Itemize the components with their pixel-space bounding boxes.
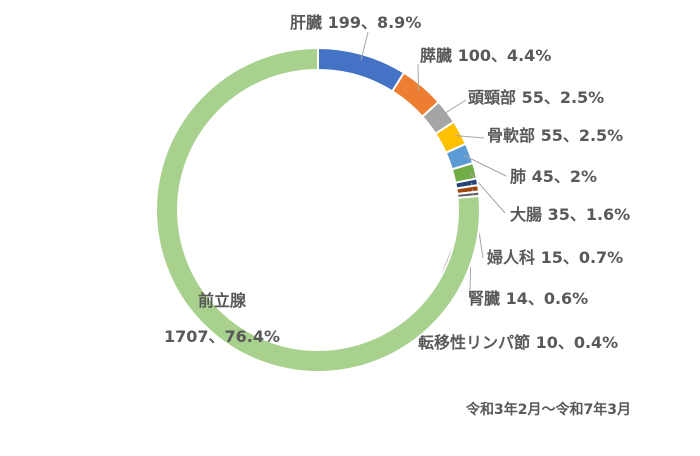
data-label: 頭頸部 55、2.5%: [468, 88, 604, 107]
data-label: 大腸 35、1.6%: [510, 205, 630, 224]
note: 令和3年2月～令和7年3月: [465, 401, 631, 418]
data-label: 1707、76.4%: [164, 327, 280, 346]
data-label: 骨軟部 55、2.5%: [487, 126, 623, 145]
data-label: 肺 45、2%: [510, 167, 597, 186]
data-label: 前立腺: [198, 291, 247, 310]
data-label: 肝臓 199、8.9%: [290, 13, 421, 32]
data-label: 腎臓 14、0.6%: [468, 289, 588, 308]
data-label: 転移性リンパ節 10、0.4%: [418, 333, 618, 352]
data-label: 膵臓 100、4.4%: [420, 46, 551, 65]
data-label: 婦人科 15、0.7%: [486, 248, 623, 267]
